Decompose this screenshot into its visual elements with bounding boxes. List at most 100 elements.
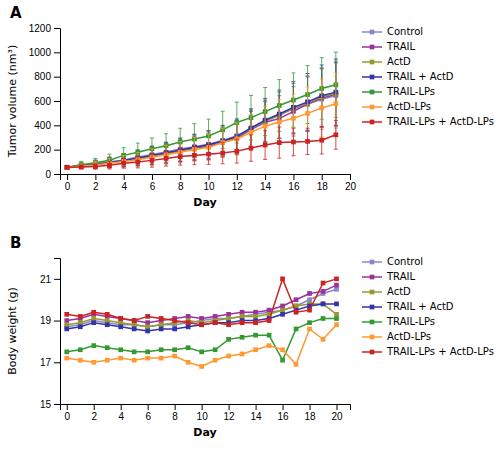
point — [334, 312, 339, 317]
point — [291, 116, 296, 121]
x-tick: 6 — [150, 174, 156, 192]
point — [79, 164, 84, 169]
x-tick-mark — [148, 404, 149, 410]
point — [132, 322, 137, 327]
x-tick-mark — [180, 174, 181, 180]
point — [199, 316, 204, 321]
point — [79, 165, 84, 170]
point — [118, 356, 123, 361]
x-tick-label: 16 — [277, 411, 289, 422]
series — [64, 277, 338, 328]
y-tick-mark — [54, 404, 60, 405]
legend-entry: Control — [362, 26, 423, 37]
point — [78, 324, 83, 329]
series — [65, 120, 338, 169]
point — [307, 320, 312, 325]
point — [294, 362, 299, 367]
point — [226, 316, 231, 321]
point — [226, 354, 231, 359]
plot-area — [65, 52, 338, 169]
x-tick-label: 12 — [232, 181, 244, 192]
y-tick-mark — [54, 125, 60, 126]
point — [319, 138, 324, 143]
error-bar — [122, 155, 126, 167]
point — [159, 322, 164, 327]
point — [267, 333, 272, 338]
y-tick-mark — [54, 52, 60, 53]
x-tick-label: 6 — [150, 181, 156, 192]
point — [213, 320, 218, 325]
x-tick: 14 — [251, 404, 263, 422]
panel-title: B — [10, 234, 21, 252]
point — [253, 320, 258, 325]
point — [64, 322, 69, 327]
legend-entry: TRAIL — [362, 41, 415, 52]
panel: 0246810121416182015171921BDayBody weight… — [6, 234, 494, 439]
series — [64, 302, 338, 334]
point — [267, 318, 272, 323]
error-bar — [334, 120, 338, 149]
y-tick: 600 — [34, 96, 60, 107]
y-axis-title: Body weight (g) — [6, 287, 19, 374]
x-tick-label: 10 — [197, 411, 209, 422]
y-axis-title: Tumor volume (nm³) — [6, 45, 19, 158]
x-tick-mark — [67, 404, 68, 410]
point — [145, 350, 150, 355]
point — [91, 310, 96, 315]
series-line — [67, 304, 337, 331]
point — [334, 302, 339, 307]
point — [178, 154, 183, 159]
point — [277, 120, 282, 125]
point — [253, 314, 258, 319]
point — [240, 320, 245, 325]
x-tick: 8 — [172, 404, 178, 422]
x-tick: 18 — [304, 404, 316, 422]
legend-label: ActD-LPs — [387, 331, 431, 342]
y-tick: 21 — [40, 274, 60, 285]
point — [291, 140, 296, 145]
x-tick: 4 — [121, 174, 127, 192]
x-tick-mark — [265, 174, 266, 180]
point — [280, 312, 285, 317]
point — [226, 316, 231, 321]
point — [305, 111, 310, 116]
x-tick-mark — [152, 174, 153, 180]
point — [240, 335, 245, 340]
point — [192, 153, 197, 158]
y-tick-label: 1200 — [29, 23, 52, 34]
point — [64, 350, 69, 355]
x-tick-label: 12 — [224, 411, 236, 422]
y-tick-label: 15 — [40, 399, 52, 410]
point — [145, 324, 150, 329]
point — [226, 312, 231, 317]
y-tick-mark — [54, 362, 60, 363]
point — [206, 152, 211, 157]
x-tick: 4 — [118, 404, 124, 422]
x-tick-mark — [310, 404, 311, 410]
x-tick-mark — [283, 404, 284, 410]
point — [240, 352, 245, 357]
point — [172, 347, 177, 352]
point — [321, 337, 326, 342]
x-tick-label: 8 — [178, 181, 184, 192]
point — [321, 302, 326, 307]
y-tick-mark — [54, 77, 60, 78]
series — [65, 72, 338, 169]
point — [334, 132, 339, 137]
error-bar — [164, 151, 168, 166]
y-tick: 17 — [40, 357, 60, 368]
panel-title: A — [10, 4, 22, 22]
legend-marker — [370, 30, 375, 35]
y-tick-mark — [54, 101, 60, 102]
legend-label: TRAIL + ActD — [386, 71, 454, 82]
error-bar — [79, 165, 83, 169]
y-tick-label: 800 — [34, 71, 51, 82]
y-tick: 400 — [34, 120, 60, 131]
point — [64, 327, 69, 332]
y-tick: 15 — [40, 399, 60, 410]
legend-label: TRAIL-LPs + ActD-LPs — [386, 346, 494, 357]
point — [280, 358, 285, 363]
legend-label: ActD — [387, 286, 411, 297]
point — [65, 165, 70, 170]
x-tick-label: 18 — [304, 411, 316, 422]
